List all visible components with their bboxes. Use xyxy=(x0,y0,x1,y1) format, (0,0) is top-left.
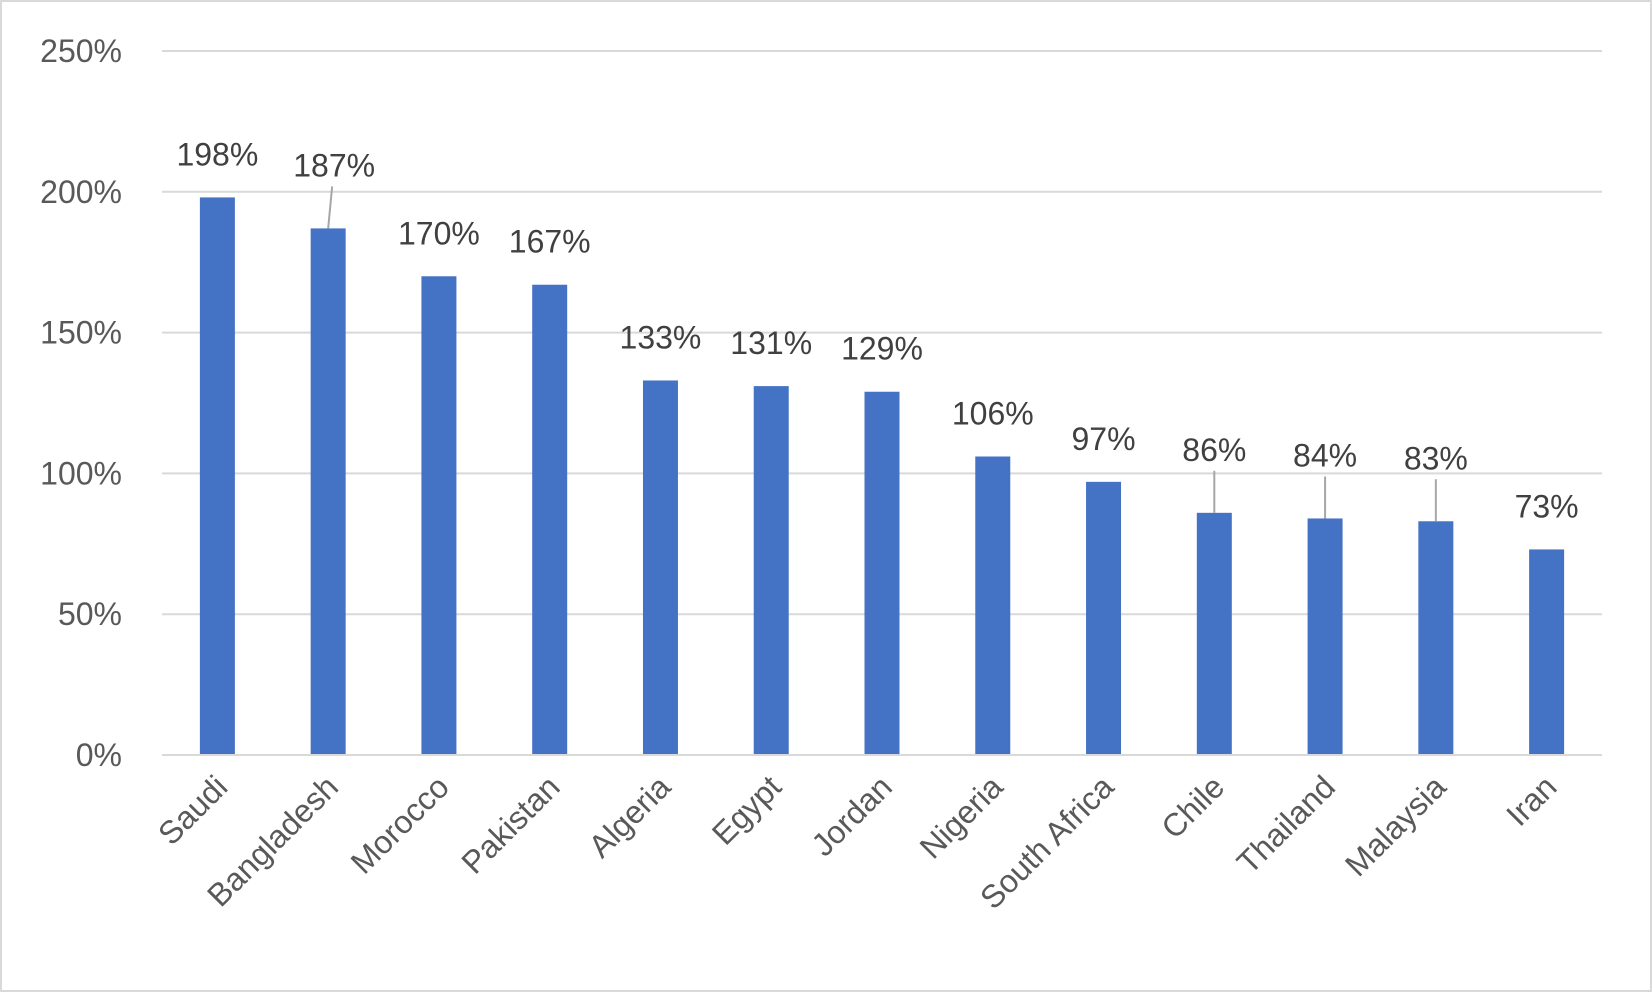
x-tick-label: Thailand xyxy=(1230,768,1342,880)
bar-pakistan xyxy=(532,284,568,755)
bar-chile xyxy=(1196,512,1232,755)
bar-malaysia xyxy=(1418,521,1454,755)
bars xyxy=(199,197,1565,755)
bar-iran xyxy=(1529,549,1565,755)
bar-morocco xyxy=(421,276,457,755)
y-tick-label: 50% xyxy=(58,596,122,632)
bar-thailand xyxy=(1307,518,1343,755)
data-labels: 198% 187% 170% 167% 133% 131% 129% 106% 97% 86% 84… xyxy=(176,136,1578,524)
y-tick-label: 100% xyxy=(40,455,122,491)
data-label: 187% xyxy=(293,147,375,183)
x-tick-label: Iran xyxy=(1499,768,1563,832)
data-label: 170% xyxy=(398,215,480,251)
data-label: 83% xyxy=(1404,440,1468,476)
y-tick-label: 250% xyxy=(40,33,122,69)
bar-saudi xyxy=(199,197,235,755)
y-tick-label: 0% xyxy=(76,737,122,773)
x-tick-label: Morocco xyxy=(344,768,456,880)
x-tick-label: Chile xyxy=(1154,768,1231,845)
data-label: 86% xyxy=(1182,432,1246,468)
data-label-leaders xyxy=(327,186,1437,522)
data-label: 167% xyxy=(509,224,591,260)
y-tick-label: 200% xyxy=(40,174,122,210)
y-axis-ticks: 0% 50% 100% 150% 200% 250% xyxy=(40,33,122,773)
x-tick-label: Malaysia xyxy=(1338,768,1453,883)
bar-jordan xyxy=(864,391,900,755)
data-label: 198% xyxy=(176,136,258,172)
gridlines xyxy=(162,50,1602,616)
bar-south-africa xyxy=(1086,481,1122,755)
x-tick-label: Algeria xyxy=(582,768,678,864)
data-label: 129% xyxy=(841,331,923,367)
bar-bangladesh xyxy=(310,228,346,755)
data-label: 84% xyxy=(1293,437,1357,473)
bar-nigeria xyxy=(975,456,1011,755)
x-tick-label: Saudi xyxy=(151,768,234,851)
bar-egypt xyxy=(753,386,789,755)
data-label: 97% xyxy=(1072,421,1136,457)
data-label: 133% xyxy=(620,319,702,355)
data-label: 131% xyxy=(730,325,812,361)
y-tick-label: 150% xyxy=(40,315,122,351)
x-tick-label: Egypt xyxy=(705,768,788,851)
bar-algeria xyxy=(642,380,678,755)
data-label: 106% xyxy=(952,396,1034,432)
x-tick-label: Jordan xyxy=(804,768,899,863)
x-tick-label: Nigeria xyxy=(913,768,1010,865)
x-tick-label: Pakistan xyxy=(454,768,566,880)
leader-line xyxy=(327,186,334,229)
data-label: 73% xyxy=(1515,488,1579,524)
